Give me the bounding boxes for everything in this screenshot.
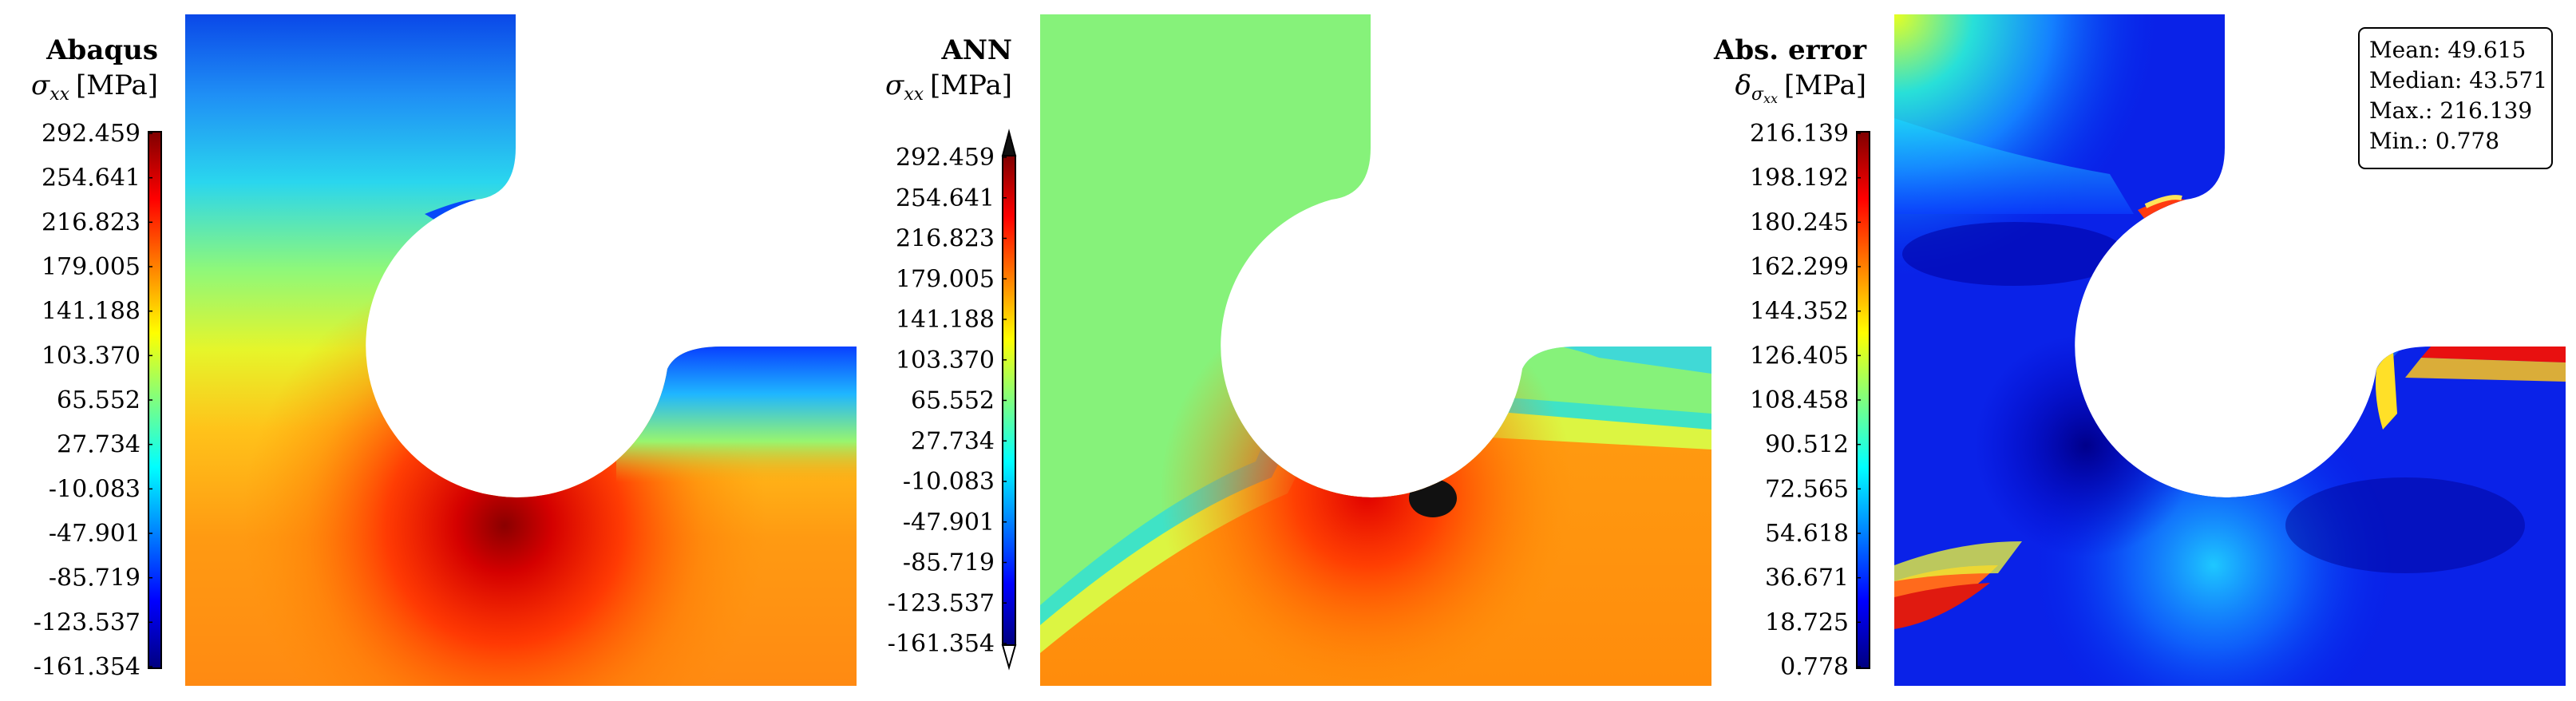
stat-median: Median: 43.571 xyxy=(2369,67,2547,93)
colorbar-tick-label: -47.901 xyxy=(49,520,140,548)
colorbar-underflow-arrow-bottom xyxy=(1001,644,1017,671)
contour-field xyxy=(1040,14,1711,686)
colorbar-tick-label: 141.188 xyxy=(42,298,140,326)
quantity-symbol: δ xyxy=(1735,69,1751,101)
stat-label: Median: xyxy=(2369,67,2462,93)
quantity-symbol: σ xyxy=(31,69,50,101)
panel-abs-error: Abs. error δσxx [MPa] 216.139 198.192 180.2… xyxy=(1713,14,2566,686)
colorbar-tick-label: 90.512 xyxy=(1765,431,1849,459)
colorbar-tick-label: -123.537 xyxy=(34,608,140,636)
colorbar-tick-label: 162.299 xyxy=(1750,253,1849,281)
colorbar-tick-label: 103.370 xyxy=(42,342,140,370)
panel-abaqus-labels: Abaqus σxx [MPa] xyxy=(31,34,158,105)
colorbar-tick-label: -161.354 xyxy=(34,653,140,681)
colorbar-tick-label: 144.352 xyxy=(1750,298,1849,326)
ann-overflow-region xyxy=(1409,479,1457,517)
stat-value: 216.139 xyxy=(2439,97,2532,124)
panel-ann: ANN σxx [MPa] 292.459 254.641 216.823 179.00… xyxy=(885,14,1711,686)
stat-label: Max.: xyxy=(2369,97,2433,124)
colorbar-tick-label: -10.083 xyxy=(49,475,140,503)
colorbar-tick-label: 292.459 xyxy=(42,120,140,148)
panel-abs-error-labels: Abs. error δσxx [MPa] xyxy=(1713,34,1867,106)
colorbar-overflow-arrow-top xyxy=(1001,129,1017,156)
colorbar-tick-label: 180.245 xyxy=(1750,208,1849,236)
stat-value: 0.778 xyxy=(2436,128,2499,154)
panel-ann-labels: ANN σxx [MPa] xyxy=(885,34,1012,105)
colorbar-tick-label: -161.354 xyxy=(888,630,995,658)
quantity-unit: [MPa] xyxy=(76,69,158,101)
panel-title: Abs. error xyxy=(1713,34,1867,66)
quantity-subsubscript: xx xyxy=(1763,91,1778,106)
colorbar-tick-label: 65.552 xyxy=(57,386,140,414)
stat-min: Min.: 0.778 xyxy=(2369,128,2499,154)
stat-value: 49.615 xyxy=(2447,37,2526,63)
colorbar-tick-label: 141.188 xyxy=(896,306,995,334)
colorbar: 216.139 198.192 180.245 162.299 144.352 126.4… xyxy=(1750,120,1870,681)
colorbar-tick-label: -85.719 xyxy=(903,549,995,577)
colorbar-tick-label: 65.552 xyxy=(911,387,995,415)
quantity-symbol: σ xyxy=(885,69,904,101)
quantity-unit: [MPa] xyxy=(1784,69,1866,101)
colorbar-ticks: 292.459 254.641 216.823 179.005 141.188 103.3… xyxy=(888,144,1007,658)
colorbar-tick-label: 292.459 xyxy=(896,144,995,172)
colorbar-tick-label: 36.671 xyxy=(1765,564,1849,592)
stat-value: 43.571 xyxy=(2469,67,2547,93)
colorbar-tick-label: 54.618 xyxy=(1765,520,1849,548)
colorbar-tick-label: 72.565 xyxy=(1765,475,1849,503)
colorbar-tick-label: 0.778 xyxy=(1780,653,1849,681)
colorbar-tick-label: 108.458 xyxy=(1750,386,1849,414)
stat-label: Min.: xyxy=(2369,128,2428,154)
quantity-subscript: xx xyxy=(49,85,69,105)
colorbar-tick-label: -10.083 xyxy=(903,468,995,496)
colorbar: 292.459 254.641 216.823 179.005 141.188 103.3… xyxy=(34,120,162,681)
panel-abaqus: Abaqus σxx [MPa] 292.459 254.641 216.823 179… xyxy=(31,14,857,686)
quantity-subscript: σ xyxy=(1751,85,1764,105)
colorbar-tick-label: 216.823 xyxy=(42,208,140,236)
colorbar-tick-label: -47.901 xyxy=(903,509,995,537)
colorbar: 292.459 254.641 216.823 179.005 141.188 103.3… xyxy=(888,129,1017,671)
colorbar-tick-label: 27.734 xyxy=(57,431,140,459)
contour-field xyxy=(185,14,857,686)
quantity-subscript: xx xyxy=(904,85,924,105)
stats-box-frame xyxy=(2358,27,2553,169)
colorbar-tick-label: 103.370 xyxy=(896,347,995,374)
quantity-unit: [MPa] xyxy=(930,69,1012,101)
quantity-label: σxx [MPa] xyxy=(885,69,1012,105)
stats-box: Mean: 49.615 Median: 43.571 Max.: 216.13… xyxy=(2358,27,2553,169)
quantity-label: σxx [MPa] xyxy=(31,69,158,105)
stat-label: Mean: xyxy=(2369,37,2440,63)
colorbar-tick-label: 18.725 xyxy=(1765,608,1849,636)
colorbar-ticks: 216.139 198.192 180.245 162.299 144.352 126.4… xyxy=(1750,120,1861,681)
colorbar-tick-label: 126.405 xyxy=(1750,342,1849,370)
colorbar-tick-label: 27.734 xyxy=(911,427,995,455)
colorbar-tick-label: 254.641 xyxy=(896,184,995,212)
stat-max: Max.: 216.139 xyxy=(2369,97,2532,124)
colorbar-tick-label: 216.823 xyxy=(896,225,995,253)
colorbar-tick-label: 179.005 xyxy=(896,265,995,293)
colorbar-tick-label: 179.005 xyxy=(42,253,140,281)
stat-mean: Mean: 49.615 xyxy=(2369,37,2526,63)
panel-title: ANN xyxy=(940,34,1012,66)
colorbar-ticks: 292.459 254.641 216.823 179.005 141.188 103.3… xyxy=(34,120,152,681)
colorbar-tick-label: 216.139 xyxy=(1750,120,1849,148)
quantity-label: δσxx [MPa] xyxy=(1735,69,1866,106)
colorbar-tick-label: 198.192 xyxy=(1750,164,1849,192)
panel-title: Abaqus xyxy=(46,34,158,66)
colorbar-tick-label: -85.719 xyxy=(49,564,140,592)
colorbar-tick-label: -123.537 xyxy=(888,589,995,617)
colorbar-tick-label: 254.641 xyxy=(42,164,140,192)
